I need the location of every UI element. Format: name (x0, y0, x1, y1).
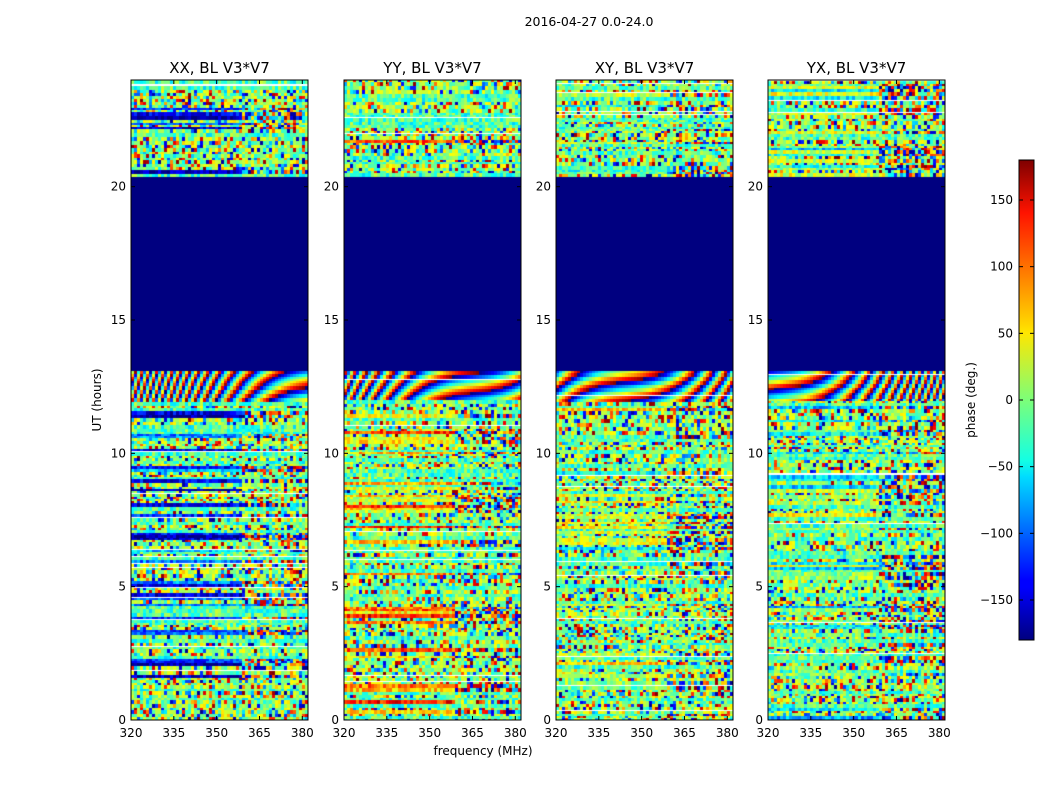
panel-xy: XY, BL V3*V7 320 335 350 365 380 0 5 10 15 20 (536, 59, 739, 740)
phase-raster (556, 80, 733, 720)
y-tick-label: 15 (536, 313, 551, 327)
y-tick-label: 5 (755, 580, 763, 594)
x-tick-label: 335 (162, 726, 185, 740)
axes-frame (343, 79, 522, 721)
axes-frame (555, 79, 734, 721)
x-tick-label: 320 (757, 726, 780, 740)
y-axis-label: UT (hours) (90, 368, 104, 431)
x-tick-label: 365 (885, 726, 908, 740)
colorbar-tick-label: 0 (1005, 393, 1013, 407)
colorbar-tick-label: 50 (998, 326, 1013, 340)
y-tick-label: 10 (748, 446, 763, 460)
x-tick-label: 380 (291, 726, 314, 740)
x-tick-label: 335 (375, 726, 398, 740)
figure-title: 2016-04-27 0.0-24.0 (525, 14, 654, 29)
y-tick-label: 0 (331, 713, 339, 727)
colorbar-tick-label: −100 (980, 526, 1013, 540)
x-tick-label: 320 (120, 726, 143, 740)
colorbar: 150 100 50 0 −50 −100 −150 phase (deg.) (964, 159, 1035, 641)
x-tick-label: 335 (799, 726, 822, 740)
panel-xx: XX, BL V3*V7 320 335 350 365 380 0 5 10 15 20 (111, 59, 314, 740)
y-tick-label: 10 (536, 446, 551, 460)
x-tick-label: 365 (673, 726, 696, 740)
colorbar-tick-label: 100 (990, 260, 1013, 274)
x-tick-label: 350 (418, 726, 441, 740)
y-tick-label: 20 (324, 180, 339, 194)
panel-title: XY, BL V3*V7 (595, 59, 695, 77)
phase-raster (131, 80, 308, 720)
x-tick-label: 365 (248, 726, 271, 740)
y-tick-label: 20 (748, 180, 763, 194)
panel-title: XX, BL V3*V7 (169, 59, 270, 77)
x-tick-label: 320 (333, 726, 356, 740)
y-tick-label: 0 (755, 713, 763, 727)
x-tick-label: 350 (630, 726, 653, 740)
y-tick-label: 0 (118, 713, 126, 727)
panel-title: YY, BL V3*V7 (382, 59, 481, 77)
x-tick-label: 380 (716, 726, 739, 740)
y-tick-label: 10 (111, 446, 126, 460)
axes-frame (130, 79, 309, 721)
x-tick-label: 335 (587, 726, 610, 740)
y-tick-label: 10 (324, 446, 339, 460)
y-tick-label: 5 (331, 580, 339, 594)
y-tick-label: 20 (536, 180, 551, 194)
x-tick-label: 380 (504, 726, 527, 740)
colorbar-label: phase (deg.) (964, 362, 978, 438)
axes-frame (767, 79, 946, 721)
phase-raster (344, 80, 521, 720)
phase-raster (768, 80, 945, 720)
y-tick-label: 15 (324, 313, 339, 327)
y-tick-label: 0 (543, 713, 551, 727)
x-tick-label: 320 (545, 726, 568, 740)
x-tick-label: 350 (205, 726, 228, 740)
panel-yx: YX, BL V3*V7 320 335 350 365 380 0 5 10 15 20 (748, 59, 951, 740)
y-tick-label: 15 (111, 313, 126, 327)
y-tick-label: 5 (118, 580, 126, 594)
colorbar-tick-label: −50 (988, 460, 1013, 474)
y-tick-label: 15 (748, 313, 763, 327)
colorbar-tick-label: 150 (990, 193, 1013, 207)
y-tick-label: 20 (111, 180, 126, 194)
x-tick-label: 365 (461, 726, 484, 740)
panel-title: YX, BL V3*V7 (806, 59, 907, 77)
y-tick-label: 5 (543, 580, 551, 594)
x-tick-label: 350 (842, 726, 865, 740)
colorbar-ticks: 150 100 50 0 −50 −100 −150 (980, 193, 1034, 607)
colorbar-tick-label: −150 (980, 593, 1013, 607)
x-tick-label: 380 (928, 726, 951, 740)
x-axis-label: frequency (MHz) (433, 744, 532, 758)
panel-yy: YY, BL V3*V7 320 335 350 365 380 0 5 10 15 20 (324, 59, 527, 740)
